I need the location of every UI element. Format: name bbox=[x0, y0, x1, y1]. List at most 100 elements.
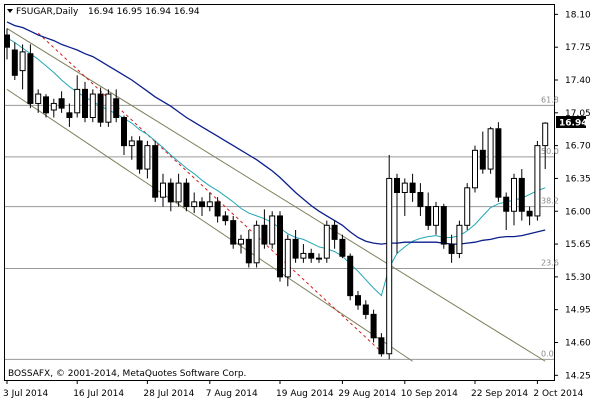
candle-body-bear bbox=[136, 140, 143, 170]
candle bbox=[440, 203, 447, 249]
collapse-arrow-icon[interactable] bbox=[7, 9, 13, 13]
candle-body-bear bbox=[113, 98, 120, 118]
candle bbox=[448, 234, 455, 263]
candle bbox=[542, 122, 549, 170]
candle bbox=[230, 215, 237, 249]
candle bbox=[518, 169, 525, 221]
date-tick-label: 10 Sep 2014 bbox=[401, 389, 458, 399]
candle-body-bear bbox=[199, 201, 205, 208]
candle bbox=[277, 211, 283, 282]
candle bbox=[191, 192, 198, 214]
fib-level-label: 38.2 bbox=[541, 197, 559, 206]
candle-body-bull bbox=[253, 224, 260, 264]
candle-body-bear bbox=[394, 177, 400, 193]
price-tick-label: 17.05 bbox=[565, 109, 591, 119]
candle-body-bear bbox=[425, 206, 432, 226]
candle-body-bull bbox=[89, 93, 96, 118]
candle-body-bear bbox=[245, 238, 252, 264]
candle bbox=[495, 122, 502, 202]
candle bbox=[503, 192, 510, 230]
candle-body-bull bbox=[464, 187, 471, 226]
candle bbox=[394, 173, 400, 254]
current-price-tag bbox=[556, 116, 586, 128]
candle-body-bull bbox=[300, 252, 307, 259]
candle-body-bear bbox=[362, 304, 369, 315]
candle-body-bull bbox=[206, 201, 213, 208]
price-tick-label: 14.95 bbox=[565, 306, 591, 316]
candle-body-bear bbox=[495, 128, 502, 198]
date-tick-label: 29 Aug 2014 bbox=[338, 389, 396, 399]
candle bbox=[316, 253, 322, 263]
candle bbox=[417, 183, 424, 216]
candle bbox=[331, 220, 338, 249]
date-tick-label: 28 Jul 2014 bbox=[143, 389, 194, 399]
candle bbox=[121, 115, 127, 155]
candle bbox=[269, 211, 276, 249]
candle bbox=[19, 44, 26, 90]
candle-body-bull bbox=[238, 238, 244, 245]
candle bbox=[433, 201, 439, 235]
candle-body-bear bbox=[503, 196, 510, 212]
candle-body-bear bbox=[4, 34, 10, 48]
candle-body-bear bbox=[43, 96, 49, 114]
candle bbox=[58, 91, 65, 113]
candle bbox=[105, 89, 112, 127]
candle bbox=[144, 140, 151, 179]
candle-body-bear bbox=[308, 252, 315, 259]
candle bbox=[183, 178, 190, 212]
candle bbox=[487, 126, 494, 174]
candle-body-bull bbox=[316, 257, 322, 260]
candle-body-bull bbox=[128, 140, 135, 147]
price-tick-label: 17.75 bbox=[565, 43, 591, 53]
candle-body-bear bbox=[370, 313, 377, 339]
fast-ma-line bbox=[6, 37, 546, 297]
candle-body-bear bbox=[11, 49, 18, 76]
date-tick-label: 19 Aug 2014 bbox=[276, 389, 334, 399]
price-tick-label: 14.25 bbox=[565, 371, 591, 381]
candle bbox=[284, 234, 291, 287]
candle bbox=[292, 230, 299, 263]
candle bbox=[160, 173, 166, 207]
current-price-label: 16.94 bbox=[559, 119, 587, 129]
price-tick-label: 16.35 bbox=[565, 174, 591, 184]
candle-body-bull bbox=[284, 238, 291, 278]
ohlc-readout: 16.94 16.95 16.94 16.94 bbox=[88, 7, 200, 17]
candle-body-bull bbox=[74, 88, 81, 114]
slow-ma-line bbox=[6, 21, 546, 245]
candle bbox=[409, 173, 416, 202]
candle bbox=[167, 178, 174, 212]
candle-body-bear bbox=[417, 192, 424, 208]
candle bbox=[50, 98, 57, 118]
candle bbox=[526, 206, 533, 226]
date-tick-label: 22 Sep 2014 bbox=[471, 389, 528, 399]
candle-body-bull bbox=[456, 224, 463, 254]
candle bbox=[534, 140, 541, 221]
candle bbox=[74, 75, 81, 118]
candle-body-bear bbox=[214, 201, 221, 217]
candle-body-bull bbox=[542, 122, 549, 147]
time-axis: 3 Jul 2014 16 Jul 2014 28 Jul 2014 7 Aug 20… bbox=[3, 380, 584, 399]
candle bbox=[136, 136, 143, 174]
candle bbox=[43, 94, 49, 118]
candle bbox=[261, 209, 268, 249]
candle-body-bear bbox=[339, 238, 346, 257]
date-tick-label: 16 Jul 2014 bbox=[73, 389, 124, 399]
candle bbox=[456, 220, 463, 259]
candle bbox=[27, 44, 34, 109]
candle bbox=[472, 145, 478, 193]
candle-body-bull bbox=[175, 182, 182, 203]
candle bbox=[35, 89, 42, 113]
candle-body-bear bbox=[331, 224, 338, 240]
candle-body-bear bbox=[518, 177, 525, 212]
candle-body-bull bbox=[534, 145, 541, 217]
candle bbox=[152, 140, 159, 202]
candle bbox=[323, 220, 330, 263]
candle bbox=[82, 81, 88, 123]
channel-lower-line bbox=[6, 88, 413, 362]
candle-body-bull bbox=[511, 177, 517, 212]
candle-body-bear bbox=[82, 88, 88, 118]
candle bbox=[308, 248, 315, 263]
candle bbox=[339, 234, 346, 259]
candle bbox=[11, 42, 18, 80]
